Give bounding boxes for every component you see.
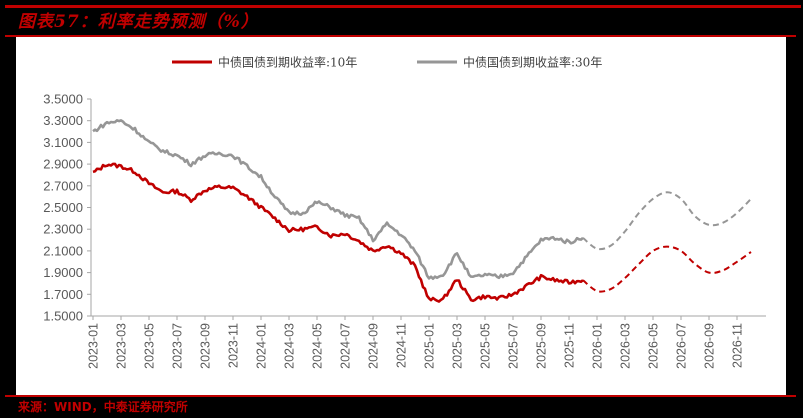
legend-label: 中债国债到期收益率:10年 [218,55,357,70]
y-tick-label: 1.7000 [43,287,83,302]
chart-title: 图表57：利率走势预测（%） [18,12,259,32]
x-tick-label: 2025-03 [451,323,465,369]
y-tick-label: 2.7000 [43,178,83,193]
x-tick-label: 2024-03 [283,323,297,369]
x-tick-label: 2023-03 [115,323,129,369]
x-tick-label: 2023-07 [171,323,185,369]
series-lines [92,119,752,303]
x-tick-label: 2023-11 [227,323,241,368]
legend-label: 中债国债到期收益率:30年 [463,55,602,70]
y-tick-label: 3.5000 [43,92,83,107]
x-tick-label: 2026-09 [703,323,717,369]
x-tick-label: 2023-01 [87,323,101,369]
x-tick-label: 2023-05 [143,323,157,369]
x-tick-label: 2026-11 [731,323,745,368]
y-tick-label: 2.5000 [43,200,83,215]
x-tick-label: 2024-09 [367,323,381,369]
x-tick-label: 2026-01 [591,323,605,369]
line-chart: 中债国债到期收益率:10年 中债国债到期收益率:30年 3.50003.30003… [43,55,766,369]
x-tick-label: 2025-11 [563,323,577,368]
y-tick-label: 1.9000 [43,265,83,280]
x-tick-label: 2025-01 [423,323,437,369]
chart-legend: 中债国债到期收益率:10年 中债国债到期收益率:30年 [172,55,602,70]
x-tick-label: 2024-11 [395,323,409,368]
legend-item-30y: 中债国债到期收益率:30年 [417,55,602,70]
x-axis: 2023-01 2023-03 2023-05 2023-07 2023-09 2023-… [87,315,766,369]
y-tick-label: 3.3000 [43,113,83,128]
x-tick-label: 2026-03 [619,323,633,369]
x-tick-label: 2026-07 [675,323,689,369]
series-30y-history [92,119,584,280]
series-10y-forecast [582,245,752,293]
series-10y-history [92,162,584,303]
series-30y-forecast [582,191,752,251]
y-tick-label: 3.1000 [43,135,83,150]
x-tick-label: 2025-09 [535,323,549,369]
x-tick-label: 2024-01 [255,323,269,369]
legend-item-10y: 中债国债到期收益率:10年 [172,55,357,70]
x-tick-label: 2025-07 [507,323,521,369]
top-accent-line [5,5,801,8]
x-tick-label: 2026-05 [647,323,661,369]
y-tick-label: 1.5000 [43,309,83,324]
x-tick-label: 2025-05 [479,323,493,369]
title-underline [5,35,796,37]
x-tick-label: 2023-09 [199,323,213,369]
source-note: 来源：WIND，中泰证券研究所 [18,400,188,414]
bottom-accent-line [5,395,796,397]
chart-panel: 中债国债到期收益率:10年 中债国债到期收益率:30年 3.5000 3.3000 3… [16,37,786,395]
x-tick-label: 2024-07 [339,323,353,369]
y-tick-label: 2.3000 [43,222,83,237]
y-tick-label: 2.9000 [43,157,83,172]
x-tick-label: 2024-05 [311,323,325,369]
y-tick-label: 2.1000 [43,243,83,258]
y-axis: 3.5000 3.3000 3.1000 2.9000 2.7000 2.5000 2.30… [43,92,92,324]
